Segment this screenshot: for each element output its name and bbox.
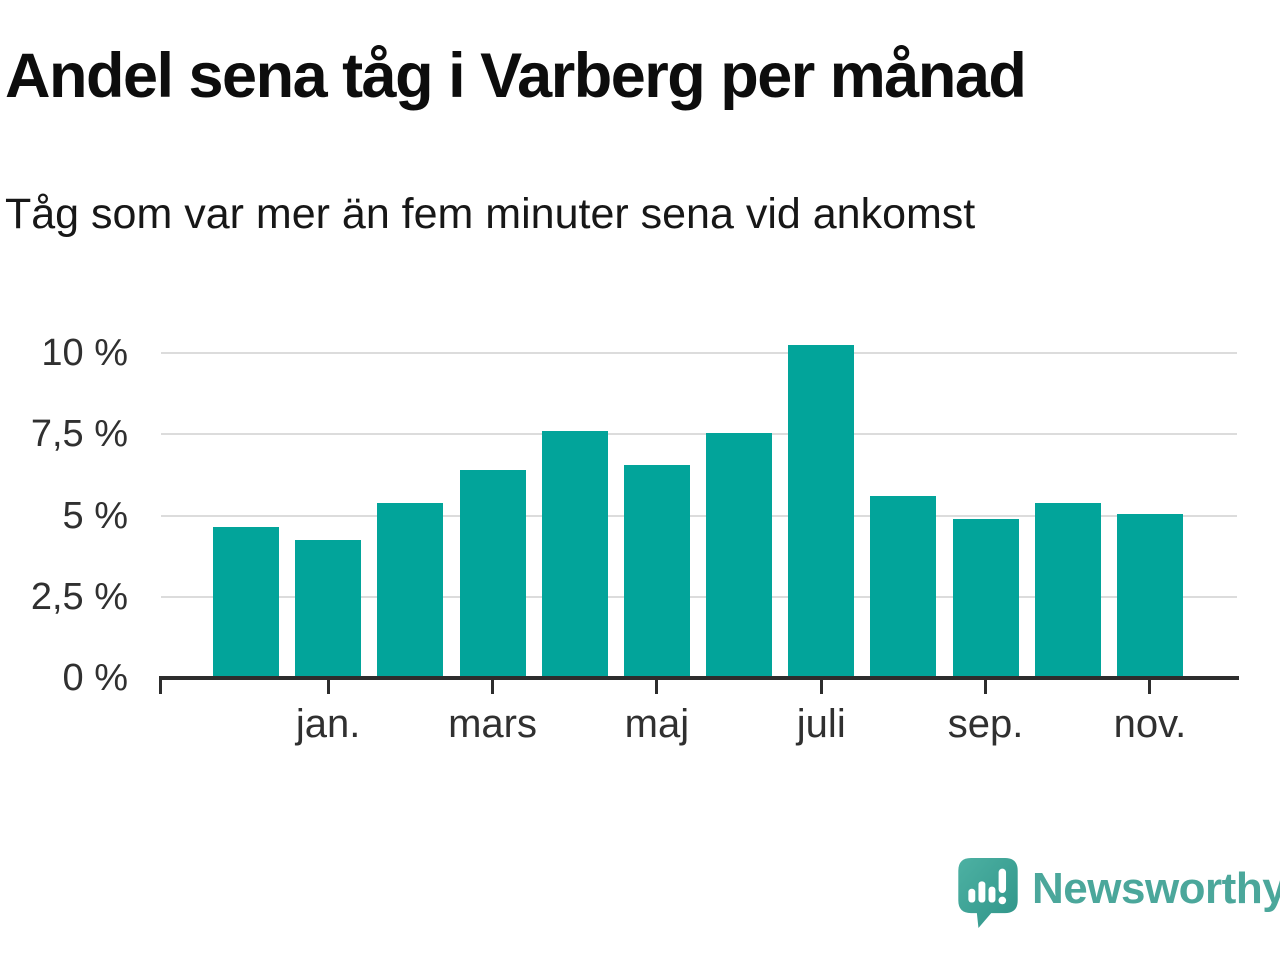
- bar-juli: [788, 344, 855, 678]
- gridline-10: [161, 352, 1237, 354]
- gridline-7.5: [161, 433, 1237, 436]
- y-label-2.5: 2,5 %: [30, 575, 128, 618]
- newsworthy-wordmark: Newsworthy: [1032, 864, 1280, 913]
- bar-mars: [459, 470, 526, 678]
- chart-subtitle: Tåg som var mer än fem minuter sena vid …: [5, 190, 976, 238]
- x-label-sep: sep.: [947, 702, 1024, 746]
- y-label-10: 10 %: [41, 332, 128, 374]
- exclamation-stroke: [998, 868, 1007, 893]
- x-label-nov: nov.: [1113, 702, 1187, 746]
- exclamation-dot: [998, 896, 1007, 905]
- newsworthy-logo: Newsworthy: [958, 858, 1280, 928]
- bar-jan: [295, 539, 362, 678]
- newsworthy-icon: [958, 858, 1018, 928]
- chart-title: Andel sena tåg i Varberg per månad: [5, 41, 1027, 111]
- bar-apr: [541, 431, 608, 678]
- bar-glyph-mid: [988, 886, 996, 903]
- x-tick-nov: [1148, 680, 1152, 694]
- bar-sep: [952, 518, 1019, 678]
- y-label-5: 5 %: [62, 494, 128, 537]
- y-label-0: 0 %: [62, 657, 128, 699]
- bar-okt: [1034, 502, 1101, 678]
- bar-feb: [377, 502, 444, 678]
- y-label-7.5: 7,5 %: [30, 413, 128, 456]
- gridline-2.5: [161, 595, 1237, 598]
- bar-dec: [213, 526, 279, 678]
- x-label-juli: juli: [796, 702, 846, 746]
- x-tick-jan: [326, 680, 330, 694]
- x-label-maj: maj: [624, 702, 690, 746]
- x-tick-maj: [655, 680, 659, 694]
- bar-glyph-small: [968, 888, 976, 903]
- x-label-jan: jan.: [295, 702, 361, 746]
- x-label-mars: mars: [448, 702, 537, 746]
- x-tick-juli: [819, 680, 823, 694]
- bar-glyph-tall: [978, 881, 986, 903]
- bar-aug: [870, 496, 937, 678]
- bar-juni: [706, 432, 773, 678]
- x-axis-line: [159, 676, 1239, 680]
- gridline-5: [161, 514, 1237, 517]
- x-tick-sep: [984, 680, 988, 694]
- bar-nov: [1116, 513, 1183, 678]
- axis-start-tick: [159, 680, 162, 694]
- speech-bubble-shape: [958, 858, 1018, 928]
- plot-area: [159, 330, 1239, 694]
- x-tick-mars: [491, 680, 495, 694]
- bar-maj: [623, 465, 690, 678]
